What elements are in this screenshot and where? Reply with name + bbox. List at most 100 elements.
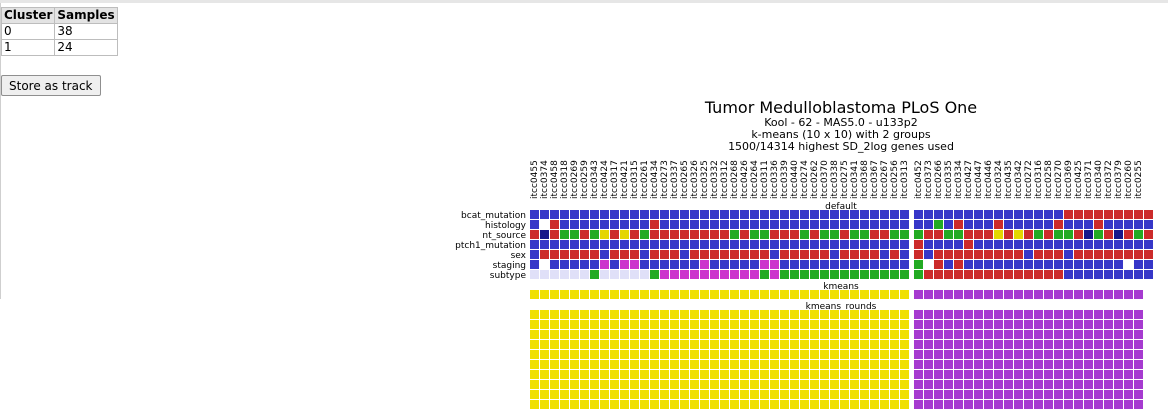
kmeans-round-cell	[700, 400, 709, 409]
kmeans-round-cell	[810, 400, 819, 409]
kmeans-round-cell	[570, 320, 579, 329]
kmeans-cell	[830, 290, 839, 299]
kmeans-cell	[1044, 290, 1053, 299]
kmeans-round-cell	[690, 370, 699, 379]
kmeans-round-cell	[860, 360, 869, 369]
kmeans-round-cell	[660, 340, 669, 349]
kmeans-round-cell	[954, 310, 963, 319]
track-cell	[1024, 230, 1033, 239]
kmeans-round-cell	[610, 310, 619, 319]
sample-label: itcc0311	[760, 160, 770, 199]
kmeans-round-cell	[690, 340, 699, 349]
kmeans-round-cell	[1074, 370, 1083, 379]
kmeans-round-cell	[840, 310, 849, 319]
kmeans-round-cell	[1004, 320, 1013, 329]
kmeans-round-cell	[1134, 340, 1143, 349]
kmeans-round-cell	[840, 320, 849, 329]
kmeans-round-cell	[670, 360, 679, 369]
kmeans-cell	[630, 290, 639, 299]
kmeans-round-cell	[760, 340, 769, 349]
kmeans-round-cell	[880, 310, 889, 319]
kmeans-round-cell	[994, 360, 1003, 369]
track-cell	[810, 220, 819, 229]
kmeans-cell	[870, 290, 879, 299]
track-cell	[890, 270, 899, 279]
track-cell	[934, 270, 943, 279]
track-cell	[1064, 230, 1073, 239]
track-cell	[640, 240, 649, 249]
kmeans-round-cell	[1114, 370, 1123, 379]
track-cell	[600, 220, 609, 229]
kmeans-round-cell	[760, 310, 769, 319]
kmeans-round-cell	[640, 350, 649, 359]
kmeans-round-cell	[640, 400, 649, 409]
kmeans-round-cell	[760, 360, 769, 369]
kmeans-round-cell	[630, 340, 639, 349]
track-cell	[840, 240, 849, 249]
track-cell	[720, 220, 729, 229]
store-as-track-button[interactable]: Store as track	[1, 75, 101, 96]
kmeans-round-cell	[730, 330, 739, 339]
kmeans-round-cell	[1124, 360, 1133, 369]
track-cell	[984, 250, 993, 259]
track-cell	[800, 270, 809, 279]
kmeans-round-cell	[690, 310, 699, 319]
kmeans-round-cell	[680, 370, 689, 379]
track-cell	[934, 220, 943, 229]
track-cell	[1004, 240, 1013, 249]
track-cell	[1034, 270, 1043, 279]
track-cell	[760, 240, 769, 249]
track-cell	[830, 230, 839, 239]
kmeans-round-cell	[600, 370, 609, 379]
kmeans-round-cell	[760, 400, 769, 409]
sample-label: itcc0255	[1134, 160, 1144, 199]
kmeans-round-cell	[640, 310, 649, 319]
sample-label: itcc0269	[570, 160, 580, 199]
track-cell	[770, 250, 779, 259]
kmeans-round-cell	[1074, 340, 1083, 349]
track-cell	[1084, 250, 1093, 259]
sample-label: itcc0446	[984, 160, 994, 199]
kmeans-round-cell	[580, 330, 589, 339]
track-cell	[1064, 220, 1073, 229]
kmeans-round-cell	[830, 350, 839, 359]
kmeans-round-cell	[610, 360, 619, 369]
kmeans-round-cell	[660, 390, 669, 399]
kmeans-round-cell	[790, 340, 799, 349]
kmeans-round-cell	[670, 340, 679, 349]
track-cell	[540, 270, 549, 279]
kmeans-round-cell	[670, 310, 679, 319]
sample-label: itcc0424	[600, 160, 610, 199]
kmeans-round-cell	[934, 380, 943, 389]
track-cell	[570, 250, 579, 259]
kmeans-round-cell	[890, 310, 899, 319]
track-cell	[850, 230, 859, 239]
track-cell	[810, 260, 819, 269]
kmeans-round-cell	[1064, 380, 1073, 389]
track-cell	[750, 250, 759, 259]
kmeans-round-cell	[640, 340, 649, 349]
track-cell	[934, 230, 943, 239]
track-cell	[610, 260, 619, 269]
kmeans-round-cell	[1074, 360, 1083, 369]
track-cell	[890, 240, 899, 249]
track-cell	[760, 210, 769, 219]
kmeans-round-cell	[1104, 340, 1113, 349]
track-cell	[1104, 270, 1113, 279]
kmeans-round-cell	[580, 340, 589, 349]
track-cell	[810, 240, 819, 249]
track-cell	[580, 230, 589, 239]
track-cell	[820, 260, 829, 269]
track-cell	[994, 240, 1003, 249]
kmeans-cell	[590, 290, 599, 299]
kmeans-round-cell	[530, 400, 539, 409]
sample-label: itcc0265	[680, 160, 690, 199]
kmeans-round-cell	[810, 320, 819, 329]
kmeans-round-cell	[830, 370, 839, 379]
track-cell	[560, 220, 569, 229]
kmeans-round-cell	[924, 380, 933, 389]
kmeans-round-cell	[640, 370, 649, 379]
kmeans-round-cell	[560, 400, 569, 409]
track-cell	[840, 270, 849, 279]
track-cell	[1134, 250, 1143, 259]
